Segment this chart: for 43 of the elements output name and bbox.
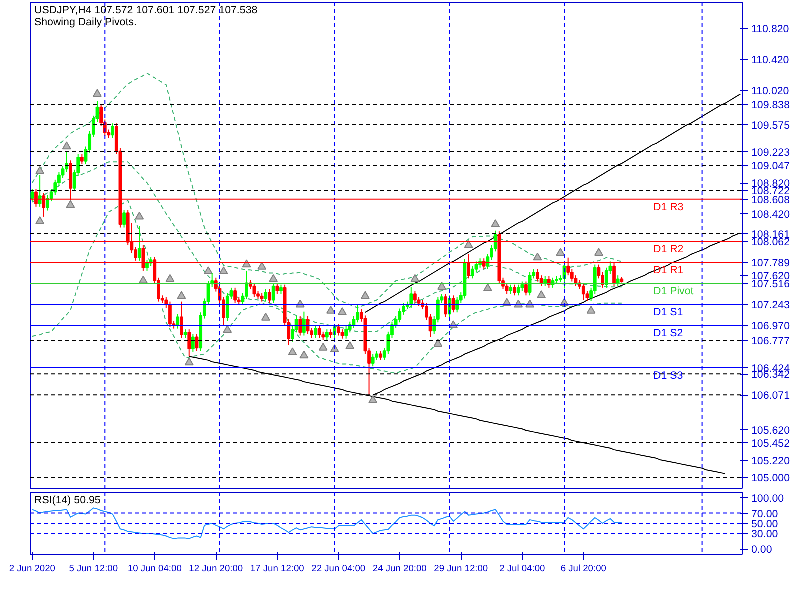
ref-line-label: D1 S1	[654, 306, 684, 319]
y-tick-label: 105.220	[752, 456, 790, 468]
y-tick-label: 109.575	[752, 120, 790, 132]
x-tick-label: 6 Jul 20:00	[560, 564, 606, 574]
y-tick-label: 109.838	[752, 99, 790, 112]
y-tick-label: 110.020	[752, 85, 790, 98]
y-tick-label: 106.970	[752, 320, 790, 333]
text: Showing Daily Pivots.	[34, 16, 137, 28]
y-tick-label: 105.452	[752, 438, 790, 450]
ref-line-label: D1 Pivot	[654, 286, 694, 298]
x-tick-label: 2 Jun 2020	[9, 564, 56, 574]
y-tick-label: 107.789	[752, 258, 790, 270]
ref-line-label: D1 S3	[654, 370, 684, 382]
y-tick-label: 70.00	[752, 508, 778, 520]
y-tick-label: 30.00	[752, 528, 778, 541]
y-tick-label: 110.820	[752, 24, 790, 36]
x-tick-label: 12 Jun 20:00	[189, 564, 244, 574]
x-tick-label: 10 Jun 04:00	[128, 564, 182, 574]
x-tick-label: 24 Jun 20:00	[372, 564, 427, 574]
x-tick-label: 5 Jun 12:00	[69, 564, 118, 574]
y-tick-label: 108.420	[752, 208, 790, 221]
y-tick-label: 110.420	[752, 54, 790, 67]
y-tick-label: 109.047	[752, 160, 790, 173]
ref-line-label: D1 R3	[654, 201, 684, 214]
x-tick-label: 22 Jun 04:00	[312, 564, 366, 574]
x-tick-label: 2 Jul 04:00	[500, 564, 546, 574]
ref-line-label: D1 R2	[654, 243, 684, 256]
y-tick-label: 105.000	[752, 472, 790, 485]
y-tick-label: 0.00	[752, 544, 772, 556]
y-tick-label: 100.00	[752, 492, 784, 505]
y-tick-label: 107.243	[752, 300, 790, 312]
y-tick-label: 105.620	[752, 424, 790, 437]
y-tick-label: 108.608	[752, 194, 790, 206]
y-tick-label: 106.071	[752, 390, 790, 402]
y-tick-label: 106.777	[752, 336, 790, 348]
y-tick-label: 109.223	[752, 146, 790, 159]
ref-line-label: D1 S2	[654, 328, 684, 340]
x-tick-label: 29 Jun 12:00	[434, 564, 488, 574]
chart-title: USDJPY,H4 107.572 107.601 107.527 107.538	[34, 4, 258, 16]
y-tick-label: 106.342	[752, 369, 790, 382]
x-tick-label: 17 Jun 12:00	[250, 564, 304, 574]
y-tick-label: 50.00	[752, 518, 778, 530]
chart-title: RSI(14) 50.95	[34, 494, 101, 506]
